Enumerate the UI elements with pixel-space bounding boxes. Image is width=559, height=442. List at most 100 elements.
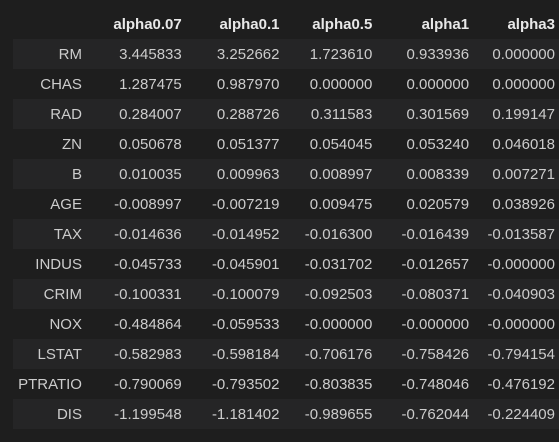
table-cell: -0.100331 — [114, 285, 182, 303]
table-cell: -0.016300 — [304, 225, 373, 243]
table-cell: -0.706176 — [304, 345, 373, 363]
table-cell: -0.007219 — [211, 195, 280, 213]
table-cell: 0.301569 — [406, 105, 470, 123]
row-index-label: CHAS — [40, 75, 82, 93]
dataframe-output: alpha0.07 alpha0.1 alpha0.5 alpha1 alpha… — [13, 9, 559, 429]
table-cell: -0.790069 — [114, 375, 182, 393]
table-row: CHAS 1.287475 0.987970 0.000000 0.000000 0.00… — [13, 69, 559, 99]
row-index-label: NOX — [49, 315, 82, 333]
table-cell: 0.000000 — [406, 75, 470, 93]
table-cell: 0.054045 — [309, 135, 373, 153]
column-header: alpha0.1 — [219, 15, 280, 33]
table-cell: -0.484864 — [114, 315, 182, 333]
table-cell: -0.224409 — [487, 405, 555, 423]
table-row: PTRATIO -0.790069 -0.793502 -0.803835 -0.748… — [13, 369, 559, 399]
table-cell: -0.794154 — [487, 345, 555, 363]
table-cell: -0.762044 — [401, 405, 470, 423]
table-cell: 0.199147 — [492, 105, 555, 123]
row-index-label: PTRATIO — [18, 375, 82, 393]
table-cell: 0.311583 — [310, 105, 373, 123]
table-cell: -0.100079 — [211, 285, 280, 303]
column-header: alpha1 — [421, 15, 470, 33]
table-header: alpha0.07 alpha0.1 alpha0.5 alpha1 alpha… — [13, 9, 559, 39]
table-cell: 0.020579 — [406, 195, 470, 213]
table-cell: 0.009475 — [309, 195, 373, 213]
row-index-label: ZN — [61, 135, 82, 153]
row-index-label: RAD — [50, 105, 82, 123]
table-cell: -0.748046 — [401, 375, 470, 393]
table-cell: -0.008997 — [114, 195, 182, 213]
table-cell: -0.000000 — [304, 315, 373, 333]
row-index-label: LSTAT — [37, 345, 82, 363]
table-cell: -0.014636 — [114, 225, 182, 243]
table-cell: -0.758426 — [401, 345, 470, 363]
table-row: B 0.010035 0.009963 0.008997 0.008339 0.00727… — [13, 159, 559, 189]
table-cell: -0.013587 — [487, 225, 555, 243]
table-body: RM 3.445833 3.252662 1.723610 0.933936 0.0000… — [13, 39, 559, 429]
table-cell: 0.933936 — [406, 45, 470, 63]
table-cell: 1.287475 — [119, 75, 182, 93]
table-cell: 0.038926 — [492, 195, 555, 213]
table-cell: -0.012657 — [401, 255, 470, 273]
table-cell: 0.000000 — [492, 75, 555, 93]
table-cell: 0.288726 — [216, 105, 280, 123]
table-row: LSTAT -0.582983 -0.598184 -0.706176 -0.75842… — [13, 339, 559, 369]
column-header: alpha0.07 — [113, 15, 182, 33]
table-cell: -0.582983 — [114, 345, 182, 363]
column-header: alpha0.5 — [312, 15, 373, 33]
table-cell: -0.016439 — [401, 225, 470, 243]
table-cell: 0.284007 — [119, 105, 182, 123]
table-cell: -0.031702 — [304, 255, 373, 273]
table-cell: -1.181402 — [211, 405, 280, 423]
table-cell: 0.008997 — [309, 165, 373, 183]
table-cell: -0.598184 — [211, 345, 280, 363]
table-cell: -0.014952 — [211, 225, 280, 243]
table-cell: -0.803835 — [304, 375, 373, 393]
index-header-cell — [13, 9, 88, 39]
table-cell: 0.009963 — [216, 165, 280, 183]
table-cell: -0.092503 — [304, 285, 373, 303]
row-index-label: B — [71, 165, 82, 183]
table-row: AGE -0.008997 -0.007219 0.009475 0.020579 0.0… — [13, 189, 559, 219]
column-header: alpha3 — [507, 15, 555, 33]
table-row: DIS -1.199548 -1.181402 -0.989655 -0.762044-… — [13, 399, 559, 429]
table-cell: 0.000000 — [492, 45, 555, 63]
table-row: ZN 0.050678 0.051377 0.054045 0.053240 0.0460… — [13, 129, 559, 159]
table-cell: -0.000000 — [487, 255, 555, 273]
dataframe-table: alpha0.07 alpha0.1 alpha0.5 alpha1 alpha… — [13, 9, 559, 429]
row-index-label: AGE — [50, 195, 82, 213]
table-cell: -0.000000 — [487, 315, 555, 333]
table-cell: 0.987970 — [216, 75, 280, 93]
table-cell: -0.045733 — [114, 255, 182, 273]
table-cell: -0.793502 — [211, 375, 280, 393]
table-row: RM 3.445833 3.252662 1.723610 0.933936 0.0000… — [13, 39, 559, 69]
table-cell: 0.007271 — [492, 165, 555, 183]
table-row: TAX -0.014636 -0.014952 -0.016300 -0.016439-… — [13, 219, 559, 249]
table-cell: 3.252662 — [216, 45, 280, 63]
row-index-label: TAX — [53, 225, 82, 243]
table-cell: 0.053240 — [406, 135, 470, 153]
table-row: RAD 0.284007 0.288726 0.311583 0.301569 0.199… — [13, 99, 559, 129]
table-row: NOX -0.484864 -0.059533 -0.000000 -0.000000-… — [13, 309, 559, 339]
table-cell: 0.008339 — [406, 165, 470, 183]
table-cell: 0.010035 — [119, 165, 182, 183]
table-cell: 3.445833 — [119, 45, 182, 63]
table-cell: 0.046018 — [492, 135, 555, 153]
table-cell: 0.050678 — [119, 135, 182, 153]
table-cell: 1.723610 — [309, 45, 373, 63]
table-cell: -0.059533 — [211, 315, 280, 333]
row-index-label: CRIM — [43, 285, 82, 303]
table-cell: 0.051377 — [216, 135, 280, 153]
table-row: CRIM -0.100331 -0.100079 -0.092503 -0.080371… — [13, 279, 559, 309]
row-index-label: DIS — [56, 405, 82, 423]
header-row: alpha0.07 alpha0.1 alpha0.5 alpha1 alpha… — [13, 9, 559, 39]
table-cell: -0.080371 — [401, 285, 470, 303]
table-cell: -0.040903 — [487, 285, 555, 303]
table-cell: -0.045901 — [211, 255, 280, 273]
row-index-label: RM — [58, 45, 82, 63]
table-cell: -1.199548 — [114, 405, 182, 423]
table-cell: -0.476192 — [487, 375, 555, 393]
row-index-label: INDUS — [35, 255, 82, 273]
table-cell: 0.000000 — [309, 75, 373, 93]
table-cell: -0.000000 — [401, 315, 470, 333]
